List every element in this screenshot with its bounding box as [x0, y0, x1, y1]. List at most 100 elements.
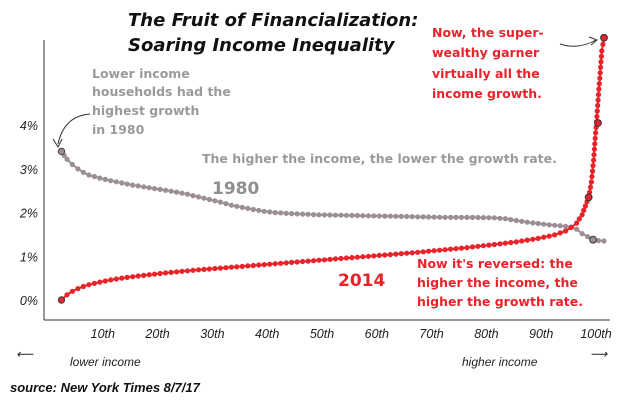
- series-marker: [552, 222, 558, 228]
- series-marker: [223, 201, 229, 207]
- series-marker: [593, 130, 599, 136]
- series-marker: [464, 245, 470, 251]
- series-marker: [113, 179, 119, 185]
- series-marker: [343, 212, 349, 218]
- series-marker: [316, 257, 322, 263]
- series-marker: [376, 252, 382, 258]
- series-1980: [57, 147, 607, 244]
- series-marker: [168, 188, 174, 194]
- series-marker: [75, 286, 81, 292]
- series-marker: [250, 206, 256, 213]
- series-marker: [519, 218, 525, 224]
- series-marker: [475, 214, 481, 221]
- series-marker: [86, 172, 92, 178]
- series-marker: [360, 254, 366, 260]
- series-marker: [278, 210, 284, 216]
- series-marker: [327, 256, 333, 262]
- series-marker: [245, 205, 251, 211]
- series-marker: [409, 214, 415, 220]
- series-marker: [589, 168, 596, 174]
- series-marker: [404, 213, 410, 220]
- highlight-points: [584, 33, 608, 244]
- series-marker: [316, 212, 322, 218]
- higher-income-arrow: ⟶: [590, 347, 608, 361]
- series-marker: [124, 274, 130, 280]
- series-marker: [431, 214, 437, 220]
- x-tick-label: 70th: [419, 327, 443, 341]
- series-marker: [592, 141, 598, 147]
- series-marker: [64, 156, 70, 162]
- series-marker: [574, 220, 580, 226]
- series-marker: [119, 275, 125, 281]
- series-marker: [371, 213, 377, 219]
- series-marker: [135, 273, 141, 279]
- series-marker: [590, 163, 596, 169]
- series-marker: [469, 214, 476, 220]
- series-marker: [595, 92, 602, 98]
- x-tick-label: 20th: [144, 327, 169, 341]
- annotation-now-line-3: virtually all the: [432, 66, 540, 81]
- series-marker: [546, 233, 552, 239]
- series-marker: [480, 243, 486, 249]
- series-marker: [480, 215, 486, 221]
- series-marker: [596, 81, 602, 87]
- series-marker: [437, 247, 443, 253]
- series-marker: [597, 75, 603, 81]
- series-marker: [601, 238, 607, 244]
- series-marker: [530, 236, 536, 242]
- x-tick-labels: 10th 20th 30th 40th 50th 60th 70th 80th …: [91, 327, 612, 341]
- series-marker: [91, 280, 97, 286]
- annotation-arrow-now: [559, 39, 597, 47]
- series-marker: [163, 187, 169, 193]
- series-marker: [486, 215, 492, 221]
- series-marker: [598, 64, 604, 70]
- series-marker: [448, 214, 454, 220]
- series-marker: [69, 161, 75, 168]
- lower-income-label: lower income: [70, 355, 141, 369]
- series-marker: [591, 146, 598, 152]
- series-marker: [579, 212, 585, 218]
- annotation-arrowhead-now: [588, 36, 598, 46]
- series-marker: [272, 261, 278, 267]
- series-marker: [393, 213, 399, 219]
- series-marker: [557, 223, 563, 229]
- series-marker: [596, 86, 602, 92]
- series-marker: [256, 262, 262, 268]
- series-marker: [305, 211, 311, 217]
- x-tick-label: 90th: [529, 327, 553, 341]
- series-marker: [415, 214, 421, 220]
- series-marker: [594, 108, 600, 114]
- series-marker: [497, 215, 503, 221]
- series-marker: [321, 212, 328, 218]
- series-marker: [491, 241, 497, 248]
- series-marker: [469, 244, 476, 250]
- series-marker: [541, 221, 547, 227]
- series-marker: [591, 152, 597, 158]
- series-marker: [289, 211, 295, 217]
- series-marker: [365, 213, 371, 219]
- series-marker: [174, 269, 180, 275]
- annotation-reversed-line-2: higher the income, the: [417, 275, 578, 290]
- series-marker: [592, 135, 598, 141]
- series-marker: [272, 210, 278, 216]
- series-marker: [579, 231, 585, 237]
- series-marker: [541, 234, 547, 240]
- series-marker: [453, 214, 459, 220]
- series-marker: [513, 239, 519, 245]
- series-marker: [261, 208, 267, 214]
- series-marker: [574, 226, 580, 232]
- annotation-lower-line-4: in 1980: [92, 122, 145, 137]
- series-marker: [442, 214, 448, 220]
- series-marker: [404, 250, 410, 256]
- series-marker: [365, 253, 371, 259]
- series-marker: [195, 267, 202, 273]
- series-marker: [152, 271, 158, 277]
- series-marker: [581, 207, 587, 213]
- series-marker: [382, 213, 388, 219]
- highlight-point: [600, 33, 608, 42]
- series-marker: [135, 183, 141, 189]
- annotation-lower-line-3: highest growth: [92, 103, 199, 118]
- series-marker: [283, 260, 289, 266]
- series-marker: [513, 217, 519, 224]
